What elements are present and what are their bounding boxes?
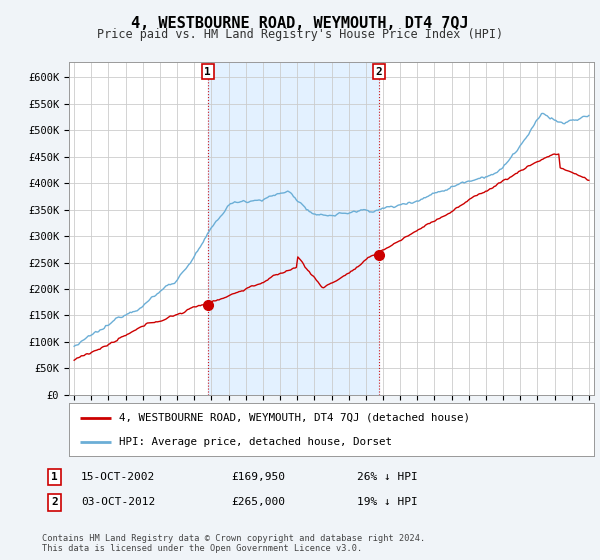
Text: 4, WESTBOURNE ROAD, WEYMOUTH, DT4 7QJ (detached house): 4, WESTBOURNE ROAD, WEYMOUTH, DT4 7QJ (d…	[119, 413, 470, 423]
Text: Contains HM Land Registry data © Crown copyright and database right 2024.
This d: Contains HM Land Registry data © Crown c…	[42, 534, 425, 553]
Text: 4, WESTBOURNE ROAD, WEYMOUTH, DT4 7QJ: 4, WESTBOURNE ROAD, WEYMOUTH, DT4 7QJ	[131, 16, 469, 31]
Text: 1: 1	[205, 67, 211, 77]
Text: 19% ↓ HPI: 19% ↓ HPI	[357, 497, 418, 507]
Text: HPI: Average price, detached house, Dorset: HPI: Average price, detached house, Dors…	[119, 437, 392, 447]
Text: 03-OCT-2012: 03-OCT-2012	[81, 497, 155, 507]
Text: 15-OCT-2002: 15-OCT-2002	[81, 472, 155, 482]
Text: Price paid vs. HM Land Registry's House Price Index (HPI): Price paid vs. HM Land Registry's House …	[97, 28, 503, 41]
Text: 26% ↓ HPI: 26% ↓ HPI	[357, 472, 418, 482]
Text: £169,950: £169,950	[231, 472, 285, 482]
Text: 1: 1	[51, 472, 58, 482]
Text: £265,000: £265,000	[231, 497, 285, 507]
Bar	[208, 62, 379, 395]
Text: 2: 2	[51, 497, 58, 507]
Text: 2: 2	[376, 67, 382, 77]
